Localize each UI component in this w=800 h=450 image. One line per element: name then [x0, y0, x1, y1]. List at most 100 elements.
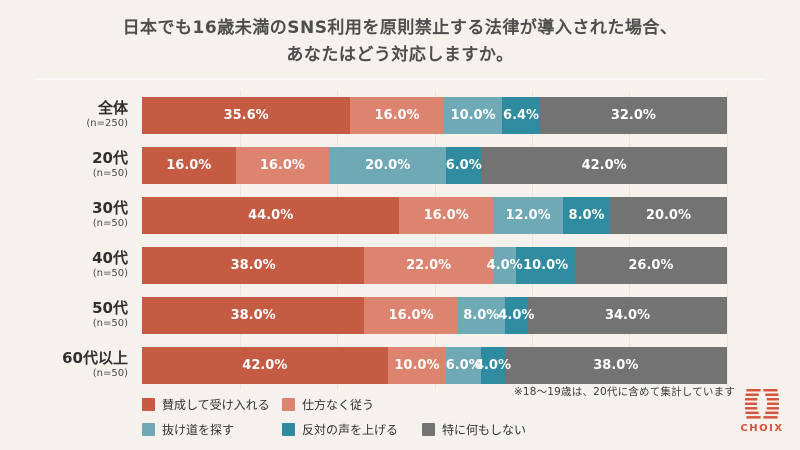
segment-value-label: 22.0%: [406, 257, 452, 273]
bar-track: 38.0% 16.0% 8.0% 4.0% 34.0%: [142, 296, 727, 334]
bar-segment: 38.0%: [142, 246, 365, 284]
brand-name: CHOIX: [740, 423, 784, 434]
footnote: ※18〜19歳は、20代に含めて集計しています: [513, 386, 735, 398]
chart-row: 20代 (n=50) 16.0% 16.0% 20.0% 6.0% 42.0%: [0, 140, 800, 190]
segment-value-label: 32.0%: [610, 107, 656, 123]
segment-value-label: 10.0%: [450, 107, 496, 123]
row-label-block: 30代 (n=50): [0, 200, 142, 229]
legend-item: 賛成して受け入れる: [142, 396, 282, 413]
legend-item: 特に何もしない: [422, 421, 526, 438]
chart-legend: 賛成して受け入れる 仕方なく従う抜け道を探す 反対の声を上げる 特に何もしない: [142, 396, 526, 438]
bar-segment: 4.0%: [475, 346, 511, 384]
gridline: [629, 90, 631, 390]
stacked-bar-chart: 全体 (n=250) 35.6% 16.0% 10.0% 6.4% 32.0% 20代 (n=5…: [0, 90, 800, 390]
bar-track: 44.0% 16.0% 12.0% 8.0% 20.0%: [142, 196, 727, 234]
bar-segment: 34.0%: [528, 296, 727, 334]
segment-value-label: 10.0%: [394, 357, 440, 373]
row-label-block: 50代 (n=50): [0, 300, 142, 329]
segment-value-label: 6.0%: [445, 157, 482, 173]
chart-row: 全体 (n=250) 35.6% 16.0% 10.0% 6.4% 32.0%: [0, 90, 800, 140]
legend-label: 特に何もしない: [442, 423, 527, 437]
bar-segment: 22.0%: [364, 246, 493, 284]
segment-value-label: 8.0%: [463, 307, 500, 323]
chart-row: 40代 (n=50) 38.0% 22.0% 4.0% 10.0% 26.0%: [0, 240, 800, 290]
legend-swatch: [282, 423, 295, 436]
row-label: 全体: [97, 99, 128, 118]
bar-track: 35.6% 16.0% 10.0% 6.4% 32.0%: [142, 96, 727, 134]
segment-value-label: 16.0%: [388, 307, 434, 323]
bar-segment: 8.0%: [563, 196, 610, 234]
row-label: 30代: [92, 199, 128, 218]
bar-track: 38.0% 22.0% 4.0% 10.0% 26.0%: [142, 246, 727, 284]
row-label-block: 20代 (n=50): [0, 150, 142, 179]
segment-value-label: 16.0%: [423, 207, 469, 223]
bar-segment: 35.6%: [142, 96, 351, 134]
chart-row: 60代以上 (n=50) 42.0% 10.0% 6.0% 4.0% 38.0%: [0, 340, 800, 390]
segment-value-label: 8.0%: [568, 207, 605, 223]
segment-value-label: 44.0%: [248, 207, 294, 223]
legend-swatch: [142, 423, 155, 436]
gridline: [336, 90, 338, 390]
segment-value-label: 38.0%: [230, 307, 276, 323]
bar-segment: 6.0%: [446, 346, 482, 384]
brand-logo: CHOIX: [737, 389, 787, 434]
gridline: [434, 90, 436, 390]
row-sample-size: (n=50): [92, 317, 128, 329]
bar-segment: 4.0%: [487, 246, 523, 284]
bar-segment: 10.0%: [516, 246, 575, 284]
segment-value-label: 35.6%: [223, 107, 269, 123]
bar-segment: 16.0%: [399, 196, 493, 234]
row-sample-size: (n=50): [92, 167, 128, 179]
legend-label: 反対の声を上げる: [302, 423, 399, 437]
legend-item: 反対の声を上げる: [282, 421, 422, 438]
bar-segment: 38.0%: [142, 296, 365, 334]
segment-value-label: 4.0%: [498, 307, 535, 323]
legend-label: 賛成して受け入れる: [162, 398, 270, 412]
row-label-block: 40代 (n=50): [0, 250, 142, 279]
bar-segment: 6.0%: [445, 146, 482, 184]
segment-value-label: 26.0%: [628, 257, 674, 273]
bar-track: 16.0% 16.0% 20.0% 6.0% 42.0%: [142, 146, 727, 184]
row-sample-size: (n=50): [92, 367, 128, 379]
row-label: 40代: [92, 249, 128, 268]
legend-swatch: [422, 423, 435, 436]
title-divider: [35, 78, 765, 81]
segment-value-label: 4.0%: [486, 257, 523, 273]
segment-value-label: 16.0%: [374, 107, 420, 123]
bar-segment: 4.0%: [498, 296, 534, 334]
legend-item: 仕方なく従う: [282, 396, 422, 413]
bar-segment: 20.0%: [329, 146, 447, 184]
bar-segment: 42.0%: [142, 346, 388, 384]
legend-label: 抜け道を探す: [162, 423, 235, 437]
row-sample-size: (n=50): [92, 217, 128, 229]
bar-segment: 44.0%: [142, 196, 400, 234]
legend-label: 仕方なく従う: [302, 398, 375, 412]
segment-value-label: 20.0%: [645, 207, 692, 223]
segment-value-label: 42.0%: [581, 157, 627, 173]
segment-value-label: 42.0%: [242, 357, 288, 373]
bar-segment: 8.0%: [457, 296, 505, 334]
segment-value-label: 16.0%: [166, 157, 212, 173]
row-sample-size: (n=250): [86, 117, 128, 129]
legend-swatch: [142, 398, 155, 411]
grid-overlay: [142, 90, 728, 390]
chart-row: 50代 (n=50) 38.0% 16.0% 8.0% 4.0% 34.0%: [0, 290, 800, 340]
row-label-block: 60代以上 (n=50): [0, 350, 142, 379]
chart-row: 30代 (n=50) 44.0% 16.0% 12.0% 8.0% 20.0%: [0, 190, 800, 240]
bar-segment: 12.0%: [492, 196, 564, 234]
row-label: 20代: [92, 149, 128, 168]
row-label-block: 全体 (n=250): [0, 100, 142, 129]
segment-value-label: 20.0%: [365, 157, 411, 173]
bar-segment: 10.0%: [443, 96, 503, 134]
bar-segment: 32.0%: [539, 96, 727, 134]
gridline: [532, 90, 533, 390]
segment-value-label: 12.0%: [505, 207, 551, 223]
bar-segment: 6.4%: [502, 96, 540, 134]
chart-rows: 全体 (n=250) 35.6% 16.0% 10.0% 6.4% 32.0% 20代 (n=5…: [0, 90, 800, 390]
chart-title: 日本でも16歳未満のSNS利用を原則禁止する法律が導入された場合、 あなたはどう…: [0, 0, 800, 81]
row-label: 60代以上: [62, 349, 128, 368]
bar-segment: 10.0%: [387, 346, 447, 384]
row-label: 50代: [92, 299, 128, 318]
segment-value-label: 6.4%: [503, 107, 540, 123]
